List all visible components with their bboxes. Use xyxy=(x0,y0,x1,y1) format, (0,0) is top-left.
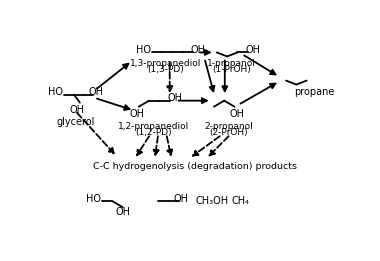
Text: OH: OH xyxy=(190,45,205,55)
Text: OH: OH xyxy=(167,93,182,103)
Text: (1-PrOH): (1-PrOH) xyxy=(212,66,251,74)
Text: OH: OH xyxy=(70,105,84,115)
Text: OH: OH xyxy=(245,45,261,55)
Text: 1,2-propanediol: 1,2-propanediol xyxy=(118,122,189,131)
Text: CH₄: CH₄ xyxy=(231,196,249,206)
Text: C-C hydrogenolysis (degradation) products: C-C hydrogenolysis (degradation) product… xyxy=(93,162,297,171)
Text: OH: OH xyxy=(88,87,103,97)
Text: 1,3-propanediol: 1,3-propanediol xyxy=(130,59,201,68)
Text: OH: OH xyxy=(173,194,188,204)
Text: propane: propane xyxy=(294,87,334,97)
Text: HO: HO xyxy=(136,45,151,55)
Text: glycerol: glycerol xyxy=(56,117,95,127)
Text: (2-PrOH): (2-PrOH) xyxy=(209,128,248,137)
Text: HO: HO xyxy=(48,87,63,97)
Text: 1-propanol: 1-propanol xyxy=(207,59,256,68)
Text: OH: OH xyxy=(130,109,145,119)
Text: OH: OH xyxy=(230,109,245,119)
Text: CH₃OH: CH₃OH xyxy=(195,196,228,206)
Text: (1,2-PD): (1,2-PD) xyxy=(135,128,172,137)
Text: 2-propanol: 2-propanol xyxy=(204,122,253,131)
Text: HO: HO xyxy=(86,194,101,204)
Text: OH: OH xyxy=(116,207,131,217)
Text: (1,3-PD): (1,3-PD) xyxy=(147,66,184,74)
